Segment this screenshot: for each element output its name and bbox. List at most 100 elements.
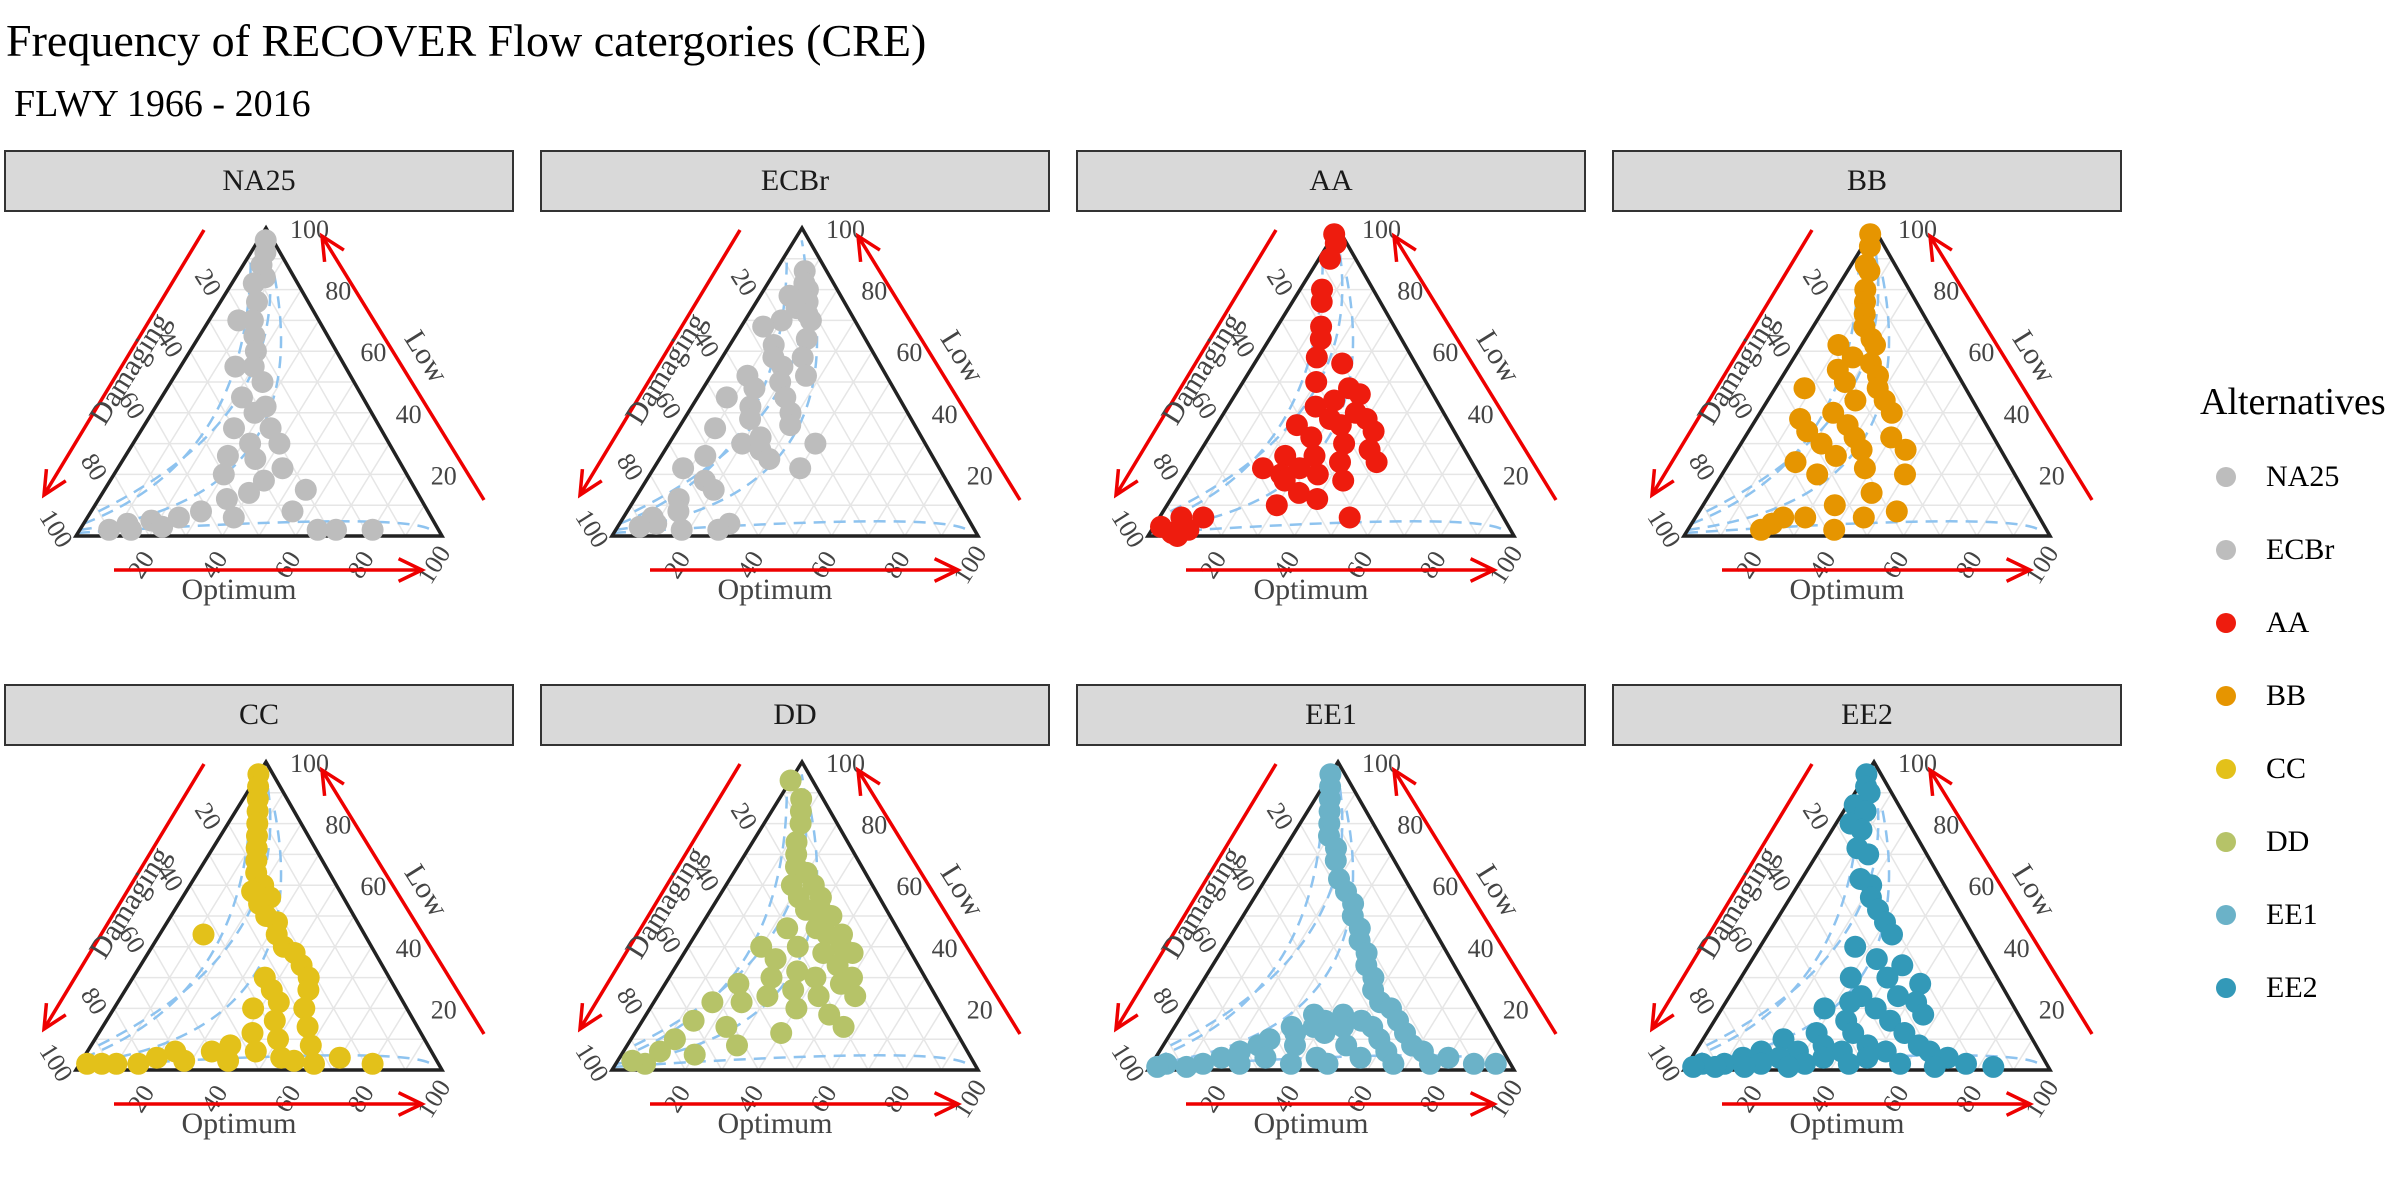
data-points xyxy=(1146,763,1507,1078)
grid-line xyxy=(1778,915,1868,1071)
axis-title-low: Low xyxy=(1470,859,1527,923)
data-point xyxy=(758,448,781,470)
arrow-head xyxy=(1469,557,1499,583)
data-point xyxy=(167,506,190,529)
arrow-head xyxy=(397,557,427,583)
panel-na25: NA25 20 20 20 40 40 40 60 60 60 80 80 80 100 100 100 Dam… xyxy=(4,150,514,660)
data-point xyxy=(1955,1052,1977,1075)
data-point xyxy=(267,991,290,1014)
arrow-head xyxy=(319,232,345,263)
data-point xyxy=(271,457,294,480)
triangle-outline xyxy=(608,758,982,1072)
data-point xyxy=(223,417,245,440)
data-point xyxy=(241,1022,264,1044)
tick-label-optimum: 20 xyxy=(1730,1080,1768,1117)
data-point xyxy=(1362,420,1385,443)
data-point xyxy=(1806,463,1829,486)
arrow-head xyxy=(1113,1002,1139,1033)
arrow-head xyxy=(577,468,603,499)
data-point xyxy=(1146,1055,1169,1078)
data-point xyxy=(1382,1052,1405,1075)
tick-label-damaging: 20 xyxy=(725,264,763,301)
tick-label-optimum: 100 xyxy=(947,1074,992,1122)
grid-line xyxy=(1778,381,1868,537)
legend-items: NA25 ECBr AA BB CC DD EE1 EE2 xyxy=(2200,440,2400,1024)
data-point xyxy=(1793,1052,1816,1075)
data-point xyxy=(1305,346,1328,369)
data-point xyxy=(785,997,808,1020)
legend-swatch xyxy=(2216,904,2236,925)
data-point xyxy=(1313,1022,1336,1044)
legend-swatch xyxy=(2216,612,2236,633)
arrow-optimum xyxy=(1186,557,1499,583)
data-point xyxy=(293,997,316,1020)
data-point xyxy=(173,1049,196,1072)
tick-label-low: 40 xyxy=(1468,400,1494,429)
arrow-head xyxy=(397,1091,427,1117)
data-point xyxy=(1874,1040,1897,1063)
ternary-plot: 202020404040606060808080100100100Damagin… xyxy=(1106,749,1558,1140)
data-point xyxy=(1329,414,1352,437)
panel-strip-label: EE1 xyxy=(1076,684,1586,746)
arrow-shaft xyxy=(1392,769,1558,1035)
tick-label-damaging: 100 xyxy=(1106,504,1151,552)
data-point xyxy=(726,1034,748,1057)
data-point xyxy=(98,518,121,541)
legend-item: AA xyxy=(2200,586,2400,659)
legend-label: AA xyxy=(2266,605,2310,639)
grid-line xyxy=(794,381,891,537)
data-point xyxy=(1894,463,1916,486)
data-point xyxy=(1284,1034,1306,1057)
data-point xyxy=(628,515,651,538)
data-point xyxy=(1192,506,1215,529)
arrow-damaging xyxy=(1113,229,1278,499)
data-point xyxy=(1335,1034,1358,1057)
panel-ecbr: ECBr 20 20 20 40 40 40 60 60 60 80 80 80 100 100 100 Dam… xyxy=(540,150,1050,660)
data-point xyxy=(715,386,738,409)
data-point xyxy=(127,1052,150,1075)
data-point xyxy=(739,408,762,430)
data-point xyxy=(795,364,817,387)
arrow-shaft xyxy=(42,229,206,496)
data-point xyxy=(715,1015,738,1038)
data-point xyxy=(1704,1055,1727,1078)
data-point xyxy=(789,812,812,835)
data-point xyxy=(244,1040,267,1063)
contour-line xyxy=(1169,774,1344,1047)
axis-title-optimum: Optimum xyxy=(1789,1107,1904,1140)
grid-line xyxy=(940,1038,962,1071)
arrow-head xyxy=(319,766,345,797)
data-point xyxy=(120,518,142,541)
data-point xyxy=(1887,985,1909,1008)
tick-label-low: 40 xyxy=(932,400,958,429)
data-point xyxy=(1419,1052,1441,1075)
axis-title-optimum: Optimum xyxy=(717,1107,832,1140)
axis-title-low: Low xyxy=(2006,325,2063,389)
data-point xyxy=(1794,506,1817,529)
tick-label-low: 60 xyxy=(360,338,386,367)
data-point xyxy=(151,515,174,538)
ternary-plot: 202020404040606060808080100100100Damagin… xyxy=(34,749,486,1140)
data-points xyxy=(628,260,827,541)
tick-label-optimum: 100 xyxy=(2019,540,2064,588)
tick-label-low: 60 xyxy=(360,872,386,901)
data-point xyxy=(263,1009,286,1032)
axis-title-low: Low xyxy=(398,859,455,923)
data-point xyxy=(1365,451,1388,474)
tick-label-low: 20 xyxy=(967,461,993,490)
legend-item: ECBr xyxy=(2200,513,2400,586)
data-point xyxy=(246,290,268,313)
arrow-optimum xyxy=(650,557,963,583)
data-point xyxy=(1772,1028,1795,1051)
data-point xyxy=(841,942,864,964)
data-point xyxy=(303,1052,325,1075)
data-point xyxy=(222,506,245,529)
grid-line xyxy=(170,381,260,537)
tick-label-optimum: 80 xyxy=(341,546,379,583)
legend-item: BB xyxy=(2200,659,2400,732)
grid-line xyxy=(1318,792,1479,1071)
data-point xyxy=(294,478,317,501)
data-point xyxy=(306,518,329,541)
grid-line xyxy=(2012,504,2034,537)
tick-label-optimum: 80 xyxy=(877,1080,915,1117)
